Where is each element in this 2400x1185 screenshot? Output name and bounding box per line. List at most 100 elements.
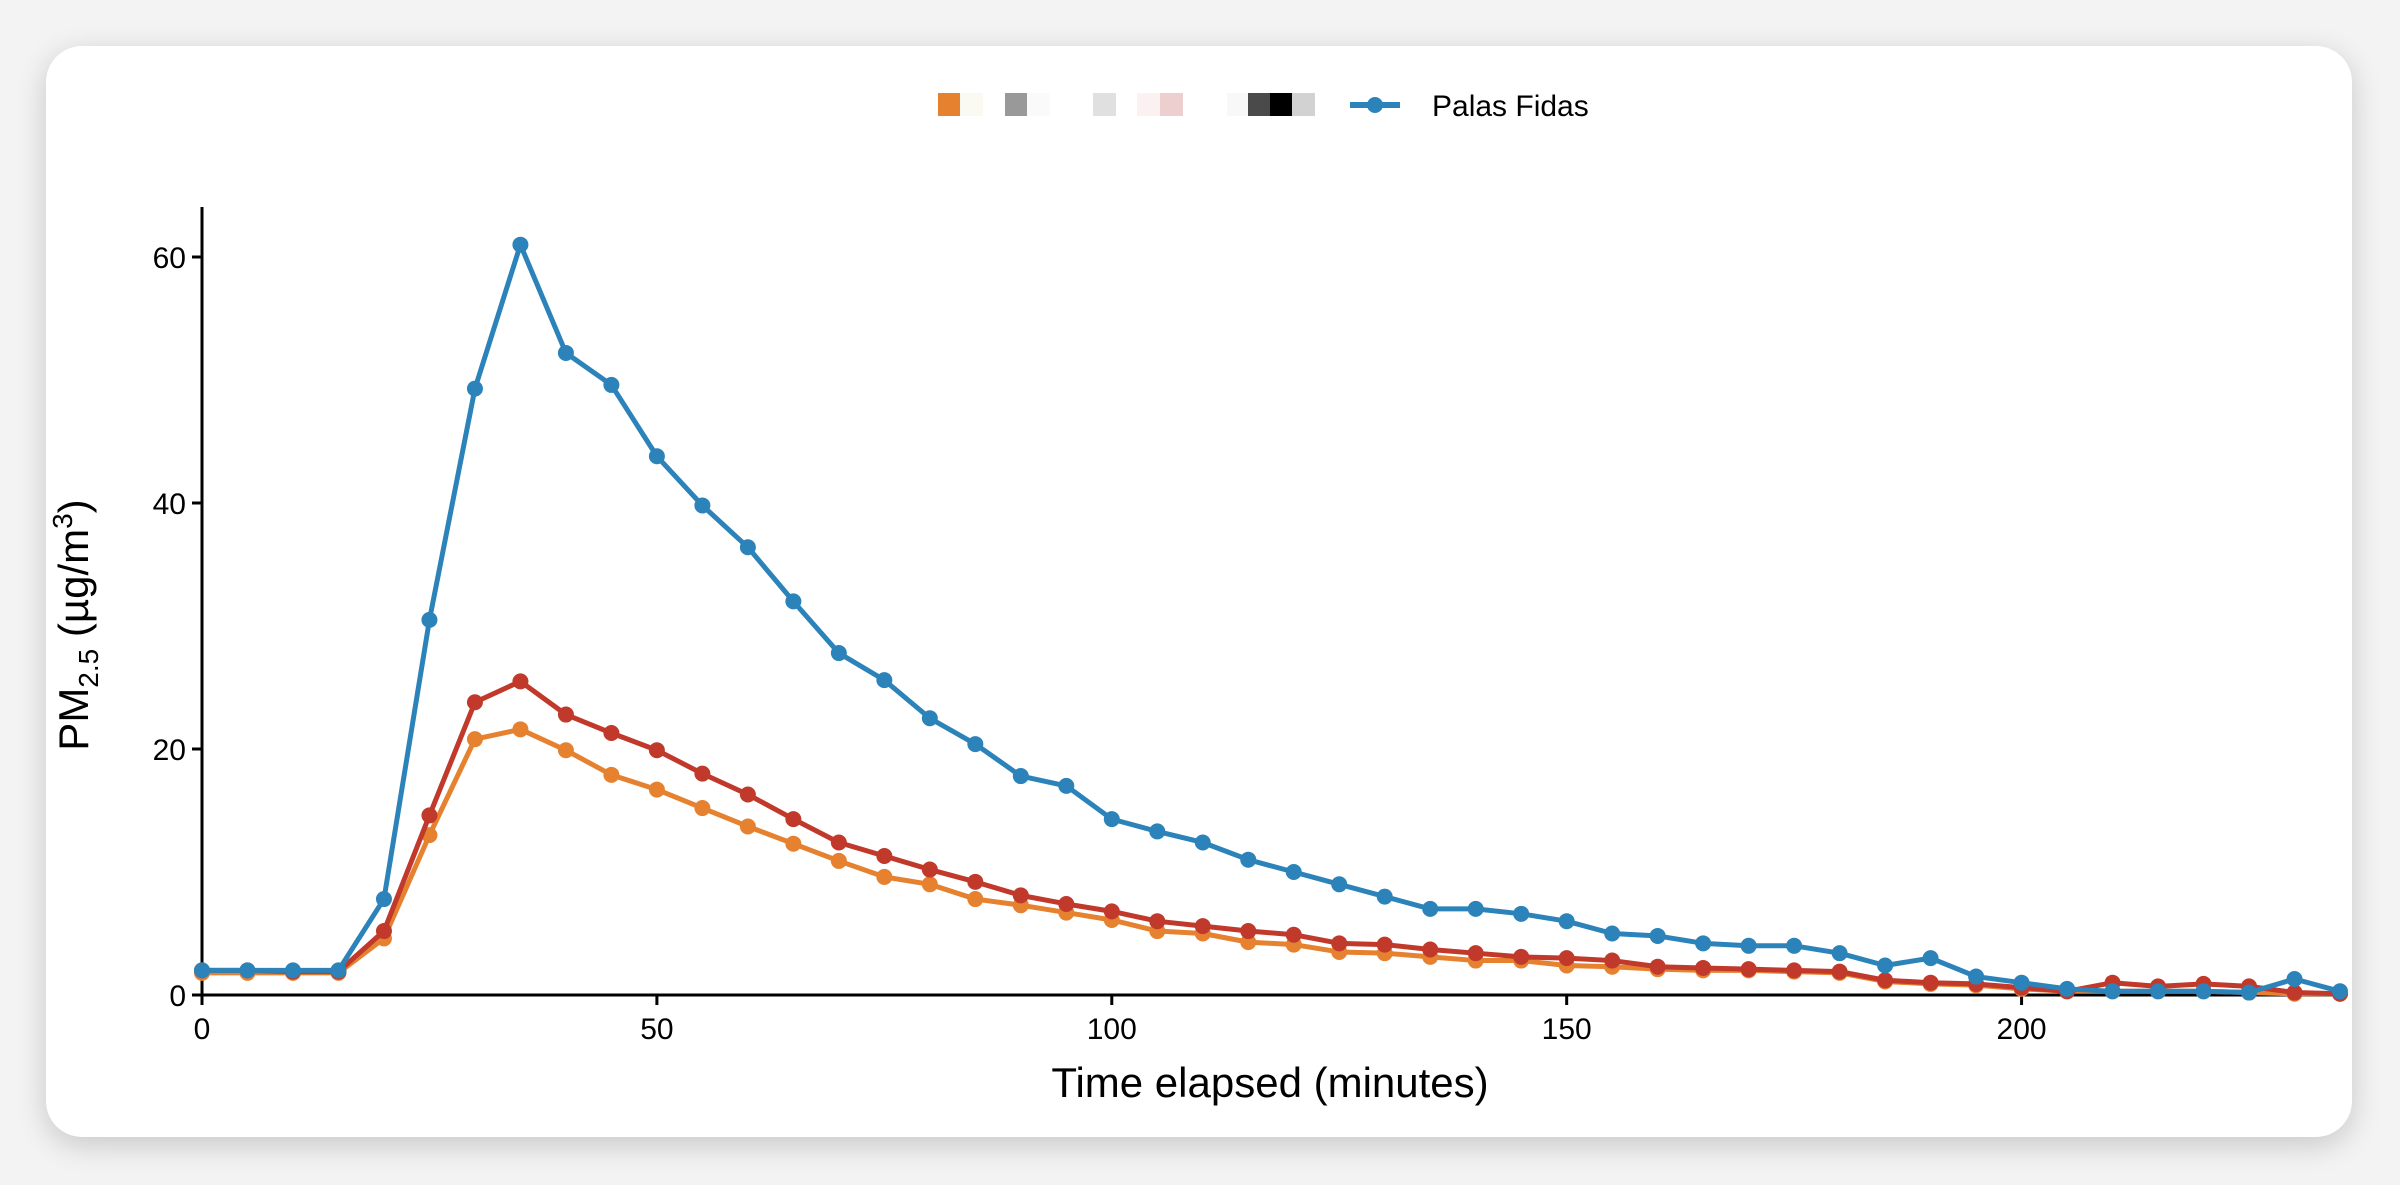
data-point [375, 923, 392, 940]
chart-card [46, 46, 2352, 1137]
data-point [1194, 918, 1211, 935]
data-point [1558, 950, 1575, 967]
data-point [967, 873, 984, 890]
data-point [1194, 834, 1211, 851]
data-point [557, 742, 574, 759]
data-point [921, 710, 938, 727]
data-point [194, 962, 210, 979]
data-point [421, 807, 438, 824]
data-point [1285, 926, 1302, 943]
data-point [2013, 974, 2030, 991]
data-point [967, 891, 984, 908]
data-point [512, 236, 529, 253]
data-point [1922, 950, 1939, 967]
data-point [375, 891, 392, 908]
data-point [739, 786, 756, 803]
data-point [876, 848, 893, 865]
data-point [1331, 876, 1348, 893]
data-point [466, 380, 483, 397]
data-point [830, 852, 847, 869]
x-tick-label: 0 [194, 1013, 211, 1046]
data-point [1740, 961, 1757, 978]
legend-swatch [960, 93, 983, 116]
x-axis-label: Time elapsed (minutes) [1051, 1059, 1488, 1106]
data-point [1422, 941, 1439, 958]
legend-swatch [1027, 93, 1050, 116]
data-point [1786, 962, 1803, 979]
data-point [1285, 864, 1302, 880]
data-point [1149, 913, 1166, 930]
data-point [512, 721, 529, 738]
legend-swatch [1248, 93, 1271, 116]
legend-swatch [1093, 93, 1116, 116]
data-point [1149, 823, 1166, 840]
x-tick-label: 150 [1542, 1013, 1592, 1046]
data-point [921, 876, 938, 893]
data-point [876, 672, 893, 689]
data-point [2150, 983, 2167, 1000]
data-point [2059, 980, 2076, 997]
legend-swatch [1292, 93, 1315, 116]
y-tick-label: 60 [153, 242, 186, 275]
y-tick-label: 40 [153, 488, 186, 521]
data-point [1831, 963, 1848, 980]
data-point [1649, 927, 1666, 944]
data-point [466, 694, 483, 711]
data-point [2241, 984, 2258, 1001]
axes: 0 50 100 150 200 0 20 40 60 [153, 207, 2340, 1046]
legend-swatch [1005, 93, 1028, 116]
data-point [1012, 887, 1029, 904]
legend-swatch [1227, 93, 1250, 116]
data-point [648, 742, 665, 759]
y-tick-label: 20 [153, 734, 186, 767]
x-tick-label: 100 [1087, 1013, 1137, 1046]
data-point [1558, 913, 1575, 930]
data-point [1103, 811, 1120, 828]
data-point [557, 706, 574, 723]
data-point [739, 818, 756, 835]
legend-marker [1367, 97, 1383, 113]
data-point [2332, 983, 2348, 1000]
data-point [785, 593, 802, 610]
data-point [284, 962, 301, 979]
data-point [421, 611, 438, 628]
data-point [330, 962, 347, 979]
data-point [1240, 923, 1257, 940]
data-point [1058, 777, 1075, 794]
data-point [1240, 851, 1257, 868]
data-point [785, 811, 802, 828]
data-point [512, 673, 529, 690]
legend-swatch [1137, 93, 1160, 116]
data-point [648, 448, 665, 465]
data-point [239, 962, 256, 979]
x-tick-label: 200 [1997, 1013, 2047, 1046]
data-point [694, 800, 711, 817]
data-point [1786, 937, 1803, 954]
data-point [1740, 937, 1757, 954]
data-point [1968, 968, 1985, 985]
data-point [1103, 903, 1120, 920]
y-tick-label: 0 [169, 980, 186, 1013]
series-group [194, 236, 2348, 1002]
legend-swatch [1270, 93, 1293, 116]
data-point [1877, 972, 1894, 989]
data-point [1376, 936, 1393, 953]
data-point [1831, 945, 1848, 962]
data-point [1922, 974, 1939, 991]
data-point [2195, 983, 2212, 1000]
data-point [1604, 952, 1621, 969]
series-palas-fidas [194, 236, 2348, 1001]
data-point [876, 868, 893, 885]
data-point [1058, 895, 1075, 912]
data-point [1513, 948, 1530, 965]
legend: Palas Fidas [938, 90, 1589, 123]
data-point [1012, 768, 1029, 785]
data-point [1467, 900, 1484, 917]
data-point [603, 766, 620, 783]
legend-label: Palas Fidas [1432, 90, 1589, 123]
data-point [967, 736, 984, 753]
data-point [830, 645, 847, 662]
data-point [1331, 935, 1348, 952]
series-line [202, 242, 2341, 996]
